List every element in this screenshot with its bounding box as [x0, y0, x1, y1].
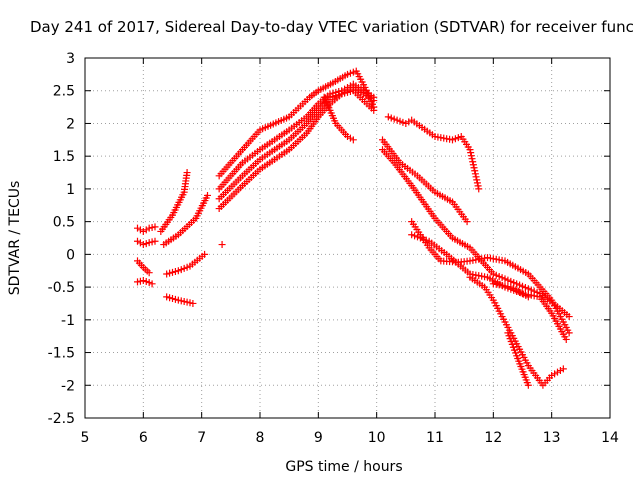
x-tick-label: 5 [81, 430, 90, 446]
data-point [471, 170, 479, 178]
data-point [145, 269, 153, 277]
series-track-7 [163, 250, 209, 278]
data-point [474, 182, 482, 190]
x-tick-label: 10 [368, 430, 386, 446]
series-track-13 [215, 87, 378, 213]
data-point [565, 329, 573, 337]
data-point [189, 299, 197, 307]
data-point [473, 179, 481, 187]
x-axis: 5 6 7 8 9 10 11 12 13 14 [81, 58, 619, 446]
series-track-18 [408, 218, 573, 337]
data-point [467, 149, 475, 157]
data-point [469, 161, 477, 169]
data-point [204, 191, 211, 199]
data-point [463, 218, 471, 226]
y-tick-label: 2.5 [53, 84, 75, 100]
y-tick-label: 1.5 [53, 149, 75, 165]
y-tick-label: -1 [61, 313, 75, 329]
series-track-4 [134, 277, 156, 288]
series-track-3 [134, 257, 153, 277]
data-point [370, 97, 378, 105]
data-point [183, 169, 191, 177]
x-tick-label: 8 [256, 430, 265, 446]
data-point [565, 313, 573, 321]
x-tick-label: 14 [601, 430, 619, 446]
data-point [467, 152, 475, 160]
data-point [471, 167, 479, 175]
series-track-10 [215, 67, 378, 180]
series-track-16 [379, 136, 471, 226]
data-point [148, 280, 156, 288]
data-point [470, 164, 478, 172]
x-tick-label: 13 [543, 430, 561, 446]
series-track-1 [134, 223, 159, 235]
y-tick-label: 0 [66, 247, 75, 263]
x-tick-label: 12 [484, 430, 502, 446]
data-point [524, 381, 532, 389]
y-axis-label: SDTVAR / TECUs [7, 181, 23, 296]
data-point [218, 241, 226, 249]
series-track-15 [384, 113, 483, 193]
data-point [472, 173, 480, 181]
y-tick-label: -2.5 [48, 411, 75, 427]
x-tick-label: 11 [426, 430, 444, 446]
series-track-9 [218, 241, 226, 249]
y-tick-label: 0.5 [53, 215, 75, 231]
series-track-5 [157, 169, 191, 235]
plot-frame [84, 57, 611, 419]
data-point [475, 185, 483, 193]
data-point [468, 155, 476, 163]
x-tick-label: 7 [197, 430, 206, 446]
y-tick-label: -1.5 [48, 346, 75, 362]
data-point [562, 335, 570, 343]
data-point [370, 106, 378, 114]
series-track-6 [160, 191, 211, 249]
data-point [201, 250, 209, 258]
data-point [559, 365, 567, 373]
y-tick-label: -0.5 [48, 280, 75, 296]
x-tick-label: 9 [314, 430, 323, 446]
x-tick-label: 6 [139, 430, 148, 446]
y-axis: -2.5 -2 -1.5 -1 -0.5 0 0.5 1 1.5 2 2.5 3 [48, 51, 610, 427]
grid [85, 58, 610, 418]
y-tick-label: 3 [66, 51, 75, 67]
x-axis-label: GPS time / hours [285, 459, 402, 475]
series-track-21 [489, 280, 532, 301]
y-tick-label: -2 [61, 378, 75, 394]
series-track-8 [163, 293, 197, 307]
data-point [151, 237, 159, 245]
data-point [473, 176, 481, 184]
y-tick-label: 2 [66, 116, 75, 132]
data-point [349, 136, 357, 144]
data-point [466, 146, 474, 154]
data-point [469, 158, 477, 166]
series-track-14 [320, 93, 357, 144]
chart-title: Day 241 of 2017, Sidereal Day-to-day VTE… [30, 18, 634, 36]
series-track-2 [134, 237, 159, 249]
series-track-22 [504, 329, 532, 389]
data-point [524, 293, 532, 301]
y-tick-label: 1 [66, 182, 75, 198]
data-point [151, 223, 159, 231]
data-points [134, 67, 573, 389]
